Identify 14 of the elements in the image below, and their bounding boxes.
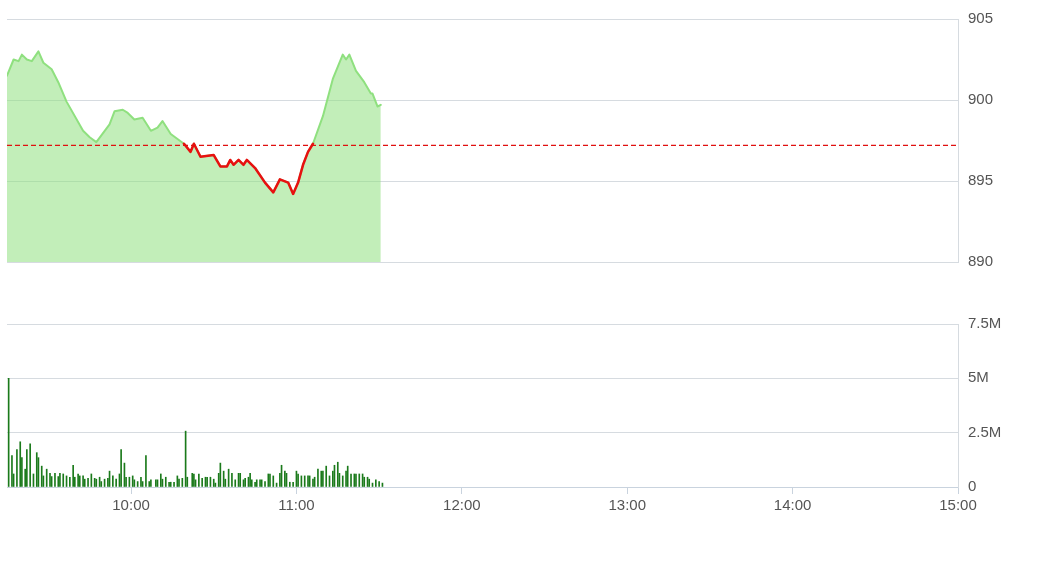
x-tick-label: 14:00	[773, 496, 812, 514]
y-tick-label: 900	[968, 90, 994, 108]
y-tick-label: 905	[968, 9, 994, 27]
x-tick-label: 11:00	[278, 496, 315, 514]
x-tick-label: 12:00	[443, 496, 481, 514]
y-tick-label: 895	[968, 171, 994, 189]
y-tick-label: 7.5M	[968, 314, 1002, 332]
x-tick-label: 10:00	[112, 496, 150, 514]
y-tick-label: 890	[968, 252, 994, 270]
y-tick-label: 0	[968, 477, 977, 495]
y-tick-label: 2.5M	[968, 422, 1002, 440]
x-tick-label: 15:00	[939, 496, 977, 514]
x-tick-label: 13:00	[608, 496, 646, 514]
y-tick-label: 5M	[968, 368, 989, 386]
